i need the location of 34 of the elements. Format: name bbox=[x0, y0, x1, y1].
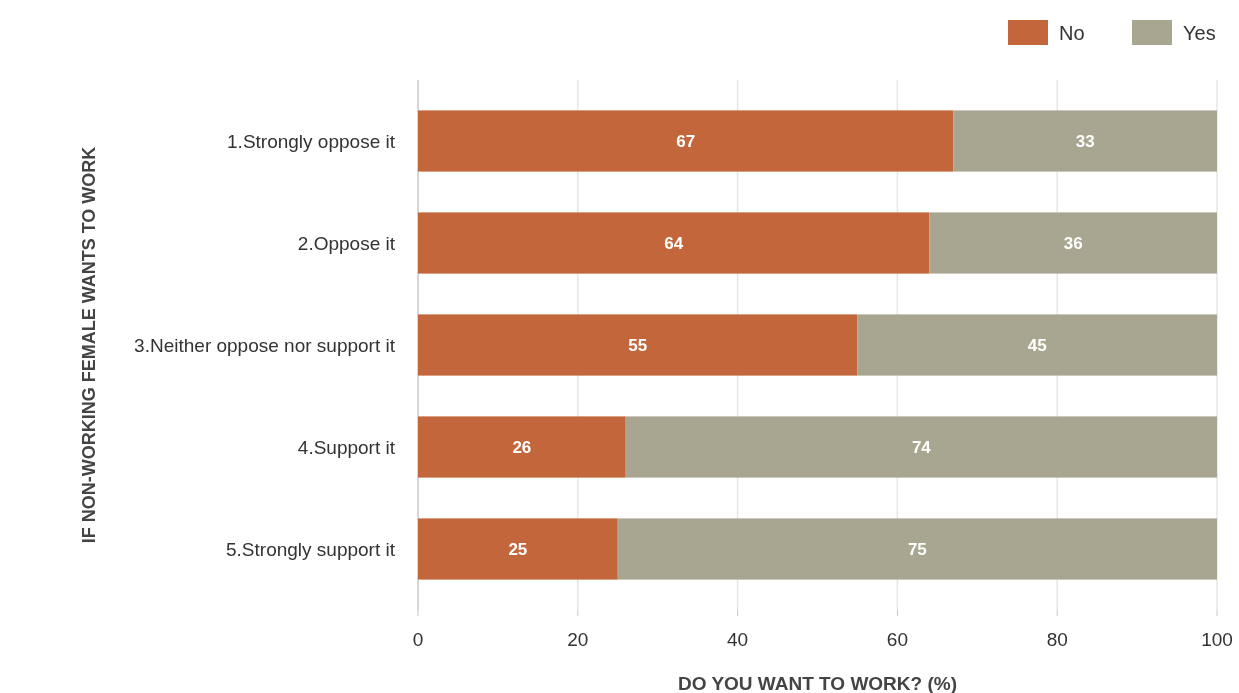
bar bbox=[418, 518, 618, 580]
data-label: 55 bbox=[628, 335, 648, 355]
data-label: 74 bbox=[911, 437, 932, 457]
legend-label: No bbox=[1059, 21, 1085, 44]
y-axis-title: IF NON-WORKING FEMALE WANTS TO WORK bbox=[79, 146, 99, 544]
bar bbox=[418, 212, 930, 274]
x-tick-label: 60 bbox=[886, 629, 908, 650]
legend-label: Yes bbox=[1183, 21, 1216, 44]
x-tick-label: 40 bbox=[727, 629, 749, 650]
data-label: 45 bbox=[1027, 335, 1047, 355]
data-label: 67 bbox=[676, 131, 696, 151]
y-tick-label: 3.Neither oppose nor support it bbox=[134, 334, 396, 356]
y-tick-label: 5.Strongly support it bbox=[226, 538, 396, 560]
x-tick-label: 0 bbox=[412, 629, 424, 650]
bar bbox=[617, 518, 1217, 580]
y-tick-label: 2.Oppose it bbox=[297, 232, 396, 254]
x-tick-label: 100 bbox=[1201, 629, 1233, 650]
bar bbox=[418, 314, 858, 376]
data-label: 75 bbox=[907, 539, 927, 559]
data-label: 26 bbox=[512, 437, 532, 457]
y-tick-label: 4.Support it bbox=[297, 436, 396, 458]
bar bbox=[418, 110, 954, 172]
data-label: 33 bbox=[1075, 131, 1095, 151]
data-label: 25 bbox=[508, 539, 528, 559]
bar bbox=[953, 110, 1217, 172]
bar bbox=[625, 416, 1217, 478]
data-label: 64 bbox=[664, 233, 684, 253]
bar bbox=[418, 416, 626, 478]
y-tick-label: 1.Strongly oppose it bbox=[227, 130, 396, 152]
bar bbox=[857, 314, 1217, 376]
data-label: 36 bbox=[1063, 233, 1083, 253]
bar bbox=[929, 212, 1217, 274]
x-tick-label: 20 bbox=[567, 629, 589, 650]
x-tick-label: 80 bbox=[1046, 629, 1068, 650]
